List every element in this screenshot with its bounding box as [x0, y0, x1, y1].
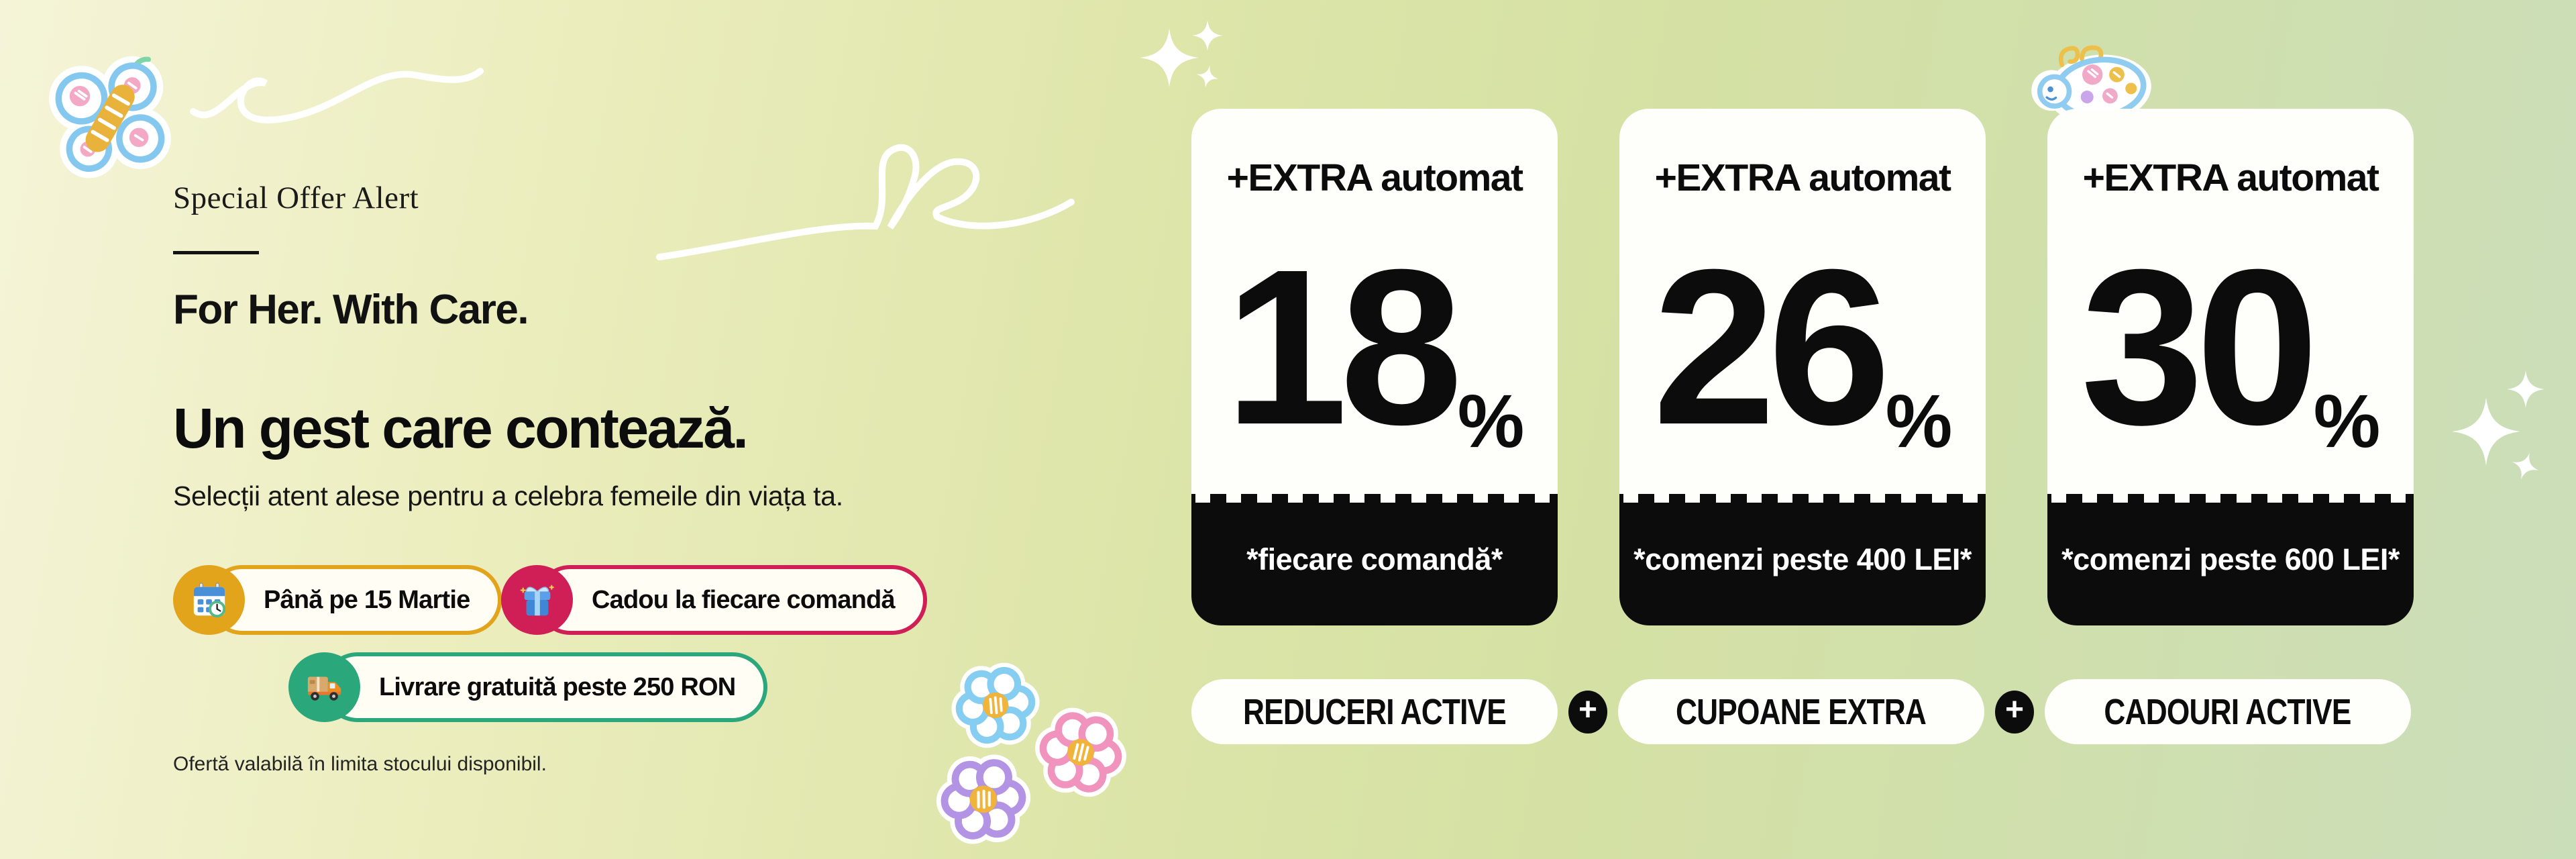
disclaimer-text: Ofertă valabilă în limita stocului dispo…: [173, 753, 547, 775]
coupon-header: +EXTRA automat: [2082, 156, 2379, 199]
badge-free-shipping-label: Livrare gratuită peste 250 RON: [323, 652, 768, 722]
coupon-header: +EXTRA automat: [1654, 156, 1951, 199]
coupon-card-30: +EXTRA automat 30 % *comenzi peste 600 L…: [2047, 109, 2414, 625]
percent-sign: %: [1885, 379, 1953, 463]
badge-deadline: Până pe 15 Martie: [173, 565, 502, 635]
description-text: Selecții atent alese pentru a celebra fe…: [173, 481, 843, 511]
badge-circle: [288, 652, 360, 722]
badge-circle: [173, 565, 245, 635]
chip-label: REDUCERI ACTIVE: [1242, 691, 1507, 732]
butterfly-sticker-icon: [49, 56, 171, 179]
ladybug-sticker-icon: [2031, 45, 2151, 129]
sparkles-top-icon: [1140, 20, 1223, 88]
chip-label: CADOURI ACTIVE: [2104, 691, 2352, 732]
flower-blue-sticker-icon: [951, 662, 1040, 748]
coupon-value: 26 %: [1619, 200, 1986, 494]
badge-deadline-label: Până pe 15 Martie: [207, 565, 502, 635]
chip-reduceri-active[interactable]: REDUCERI ACTIVE: [1191, 679, 1558, 744]
coupon-header: +EXTRA automat: [1226, 156, 1523, 199]
divider-line: [173, 251, 259, 254]
flower-purple-sticker-icon: [936, 754, 1031, 844]
flower-pink-sticker-icon: [1035, 707, 1126, 797]
badge-gift-label: Cadou la fiecare comandă: [535, 565, 927, 635]
coupon-percent-value: 26: [1652, 222, 1891, 470]
coupon-value: 30 %: [2047, 200, 2414, 494]
badge-gift: Cadou la fiecare comandă: [501, 565, 927, 635]
offer-chips-row: REDUCERI ACTIVE + CUPOANE EXTRA + CADOUR…: [1191, 679, 2411, 744]
coupon-card-26: +EXTRA automat 26 % *comenzi peste 400 L…: [1619, 109, 1986, 625]
plus-icon: +: [1568, 690, 1607, 734]
coupon-cards: +EXTRA automat 18 % *fiecare comandă* +E…: [1191, 109, 2414, 625]
badge-circle: [501, 565, 573, 635]
coupon-percent-value: 18: [1224, 222, 1463, 470]
coupon-percent-value: 30: [2080, 222, 2319, 470]
page-title: Un gest care contează.: [173, 397, 749, 460]
chip-cupoane-extra[interactable]: CUPOANE EXTRA: [1618, 679, 1984, 744]
coupon-condition: *comenzi peste 400 LEI*: [1619, 494, 1986, 625]
coupon-condition: *comenzi peste 600 LEI*: [2047, 494, 2414, 625]
coupon-condition: *fiecare comandă*: [1191, 494, 1558, 625]
swirl-line-doodle: [190, 68, 484, 123]
badge-free-shipping: Livrare gratuită peste 250 RON: [288, 652, 768, 722]
sparkles-right-icon: [2452, 370, 2544, 480]
percent-sign: %: [2313, 379, 2381, 463]
eyebrow-text: Special Offer Alert: [173, 181, 419, 215]
tagline-text: For Her. With Care.: [173, 287, 529, 333]
coupon-value: 18 %: [1191, 200, 1558, 494]
percent-sign: %: [1457, 379, 1525, 463]
heart-squiggle-doodle: [656, 144, 1075, 260]
gift-icon: [520, 585, 554, 616]
plus-icon: +: [1995, 690, 2034, 734]
chip-cadouri-active[interactable]: CADOURI ACTIVE: [2045, 679, 2411, 744]
chip-label: CUPOANE EXTRA: [1676, 691, 1927, 732]
truck-icon: [307, 676, 341, 701]
calendar-icon: [193, 583, 225, 618]
coupon-card-18: +EXTRA automat 18 % *fiecare comandă*: [1191, 109, 1558, 625]
